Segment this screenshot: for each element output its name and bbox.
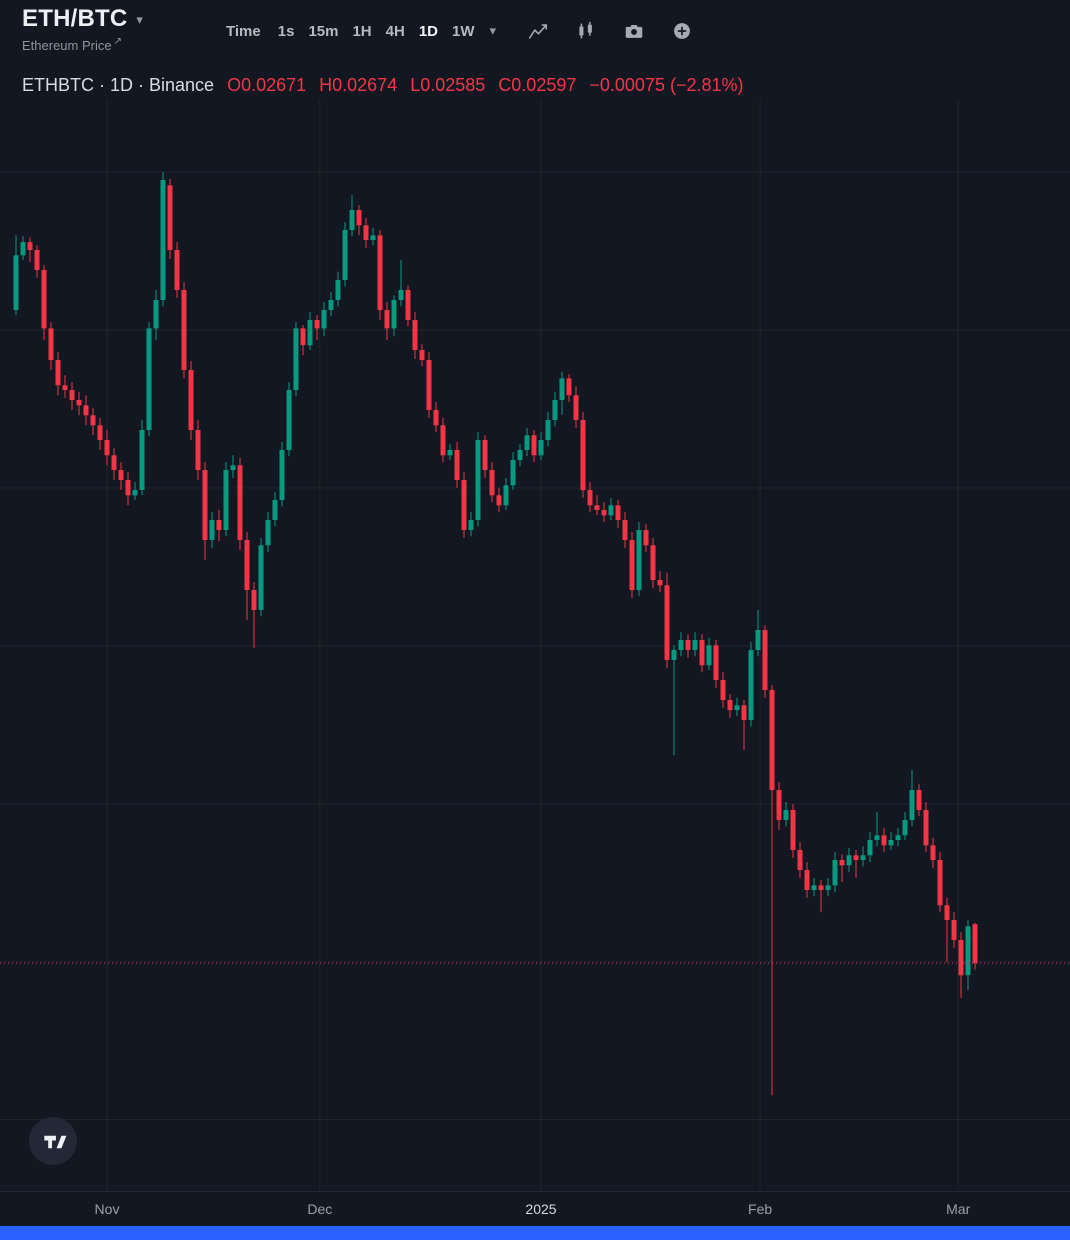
time-label: Time xyxy=(226,22,261,40)
legend-high: H0.02674 xyxy=(319,75,398,95)
toolbar-icons xyxy=(524,17,696,45)
grid-lines xyxy=(0,100,1070,1190)
symbol-subtitle-link[interactable]: Ethereum Price ↗ xyxy=(22,36,122,53)
time-axis-label: Dec xyxy=(307,1201,333,1217)
interval-1s[interactable]: 1s xyxy=(271,19,302,44)
subtitle-text: Ethereum Price xyxy=(22,38,112,53)
symbol-name: ETH/BTC xyxy=(22,5,128,32)
time-axis-label: Mar xyxy=(946,1201,971,1217)
legend-series: ETHBTC · 1D · Binance xyxy=(22,75,215,95)
time-axis[interactable]: Nov Dec 2025 Feb Mar xyxy=(0,1191,1070,1227)
candlestick-chart[interactable] xyxy=(0,0,1070,1190)
intervals-dropdown-icon[interactable]: ▾ xyxy=(482,19,505,43)
compare-add-icon[interactable] xyxy=(668,17,696,45)
tradingview-logo-glyph xyxy=(43,1135,66,1148)
interval-4h[interactable]: 4H xyxy=(379,19,412,44)
interval-toolbar: Time 1s 15m 1H 4H 1D 1W ▾ xyxy=(226,17,696,45)
indicators-icon[interactable] xyxy=(572,17,600,45)
interval-1h[interactable]: 1H xyxy=(345,19,378,44)
legend-close: C0.02597 xyxy=(498,75,577,95)
time-axis-label: Nov xyxy=(94,1201,120,1217)
time-axis-label: Feb xyxy=(748,1201,773,1217)
interval-15m[interactable]: 15m xyxy=(301,19,345,44)
camera-icon[interactable] xyxy=(620,17,648,45)
legend-change: −0.00075 (−2.81%) xyxy=(589,75,744,95)
symbol-selector[interactable]: ETH/BTC ▾ xyxy=(22,5,143,33)
legend-open: O0.02671 xyxy=(227,75,307,95)
line-chart-icon[interactable] xyxy=(524,17,552,45)
time-axis-label: 2025 xyxy=(525,1201,557,1217)
tradingview-logo[interactable] xyxy=(29,1117,77,1165)
interval-1w[interactable]: 1W xyxy=(445,19,482,44)
ohlc-legend: ETHBTC · 1D · Binance O0.02671 H0.02674 … xyxy=(22,75,744,96)
external-link-icon: ↗ xyxy=(113,36,122,47)
legend-low: L0.02585 xyxy=(410,75,486,95)
chevron-down-icon: ▾ xyxy=(136,11,143,27)
header: ETH/BTC ▾ Ethereum Price ↗ Time 1s 15m 1… xyxy=(0,0,1070,66)
symbol-block: ETH/BTC ▾ Ethereum Price ↗ xyxy=(22,5,143,55)
bottom-bar xyxy=(0,1226,1070,1240)
interval-1d[interactable]: 1D xyxy=(412,19,445,44)
candle-series xyxy=(13,172,978,1096)
